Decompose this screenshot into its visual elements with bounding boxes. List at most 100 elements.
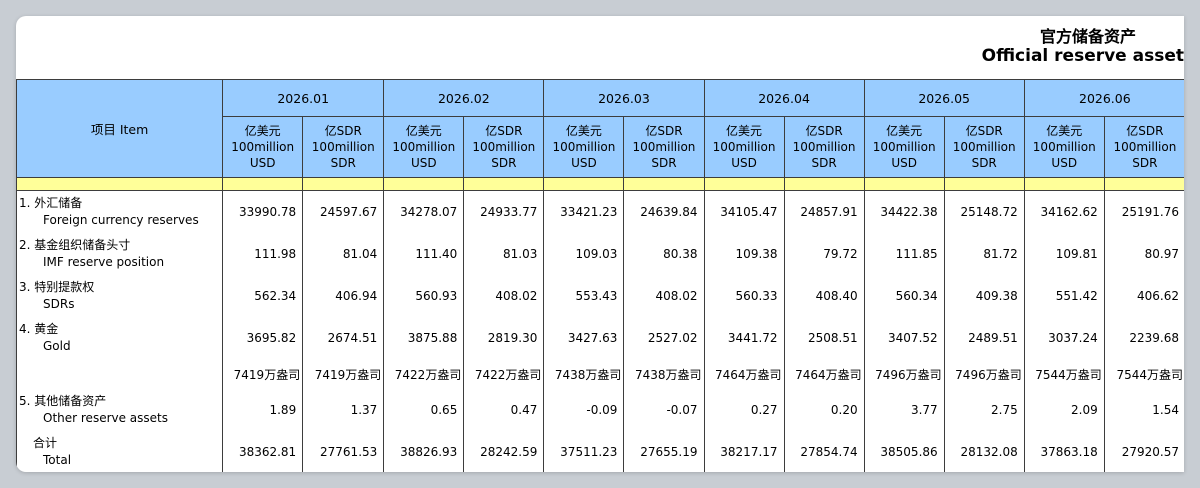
reserve-table: 项目 Item 2026.01 2026.02 2026.03 2026.04 …: [16, 79, 1184, 472]
table-cell: 33421.23: [543, 190, 625, 233]
reserve-sheet: 官方储备资产 Official reserve asset 项目 Item 20…: [16, 16, 1184, 472]
period-header: 2026.04: [703, 79, 865, 117]
item-header: 项目 Item: [16, 79, 224, 178]
unit-usd-header: 亿美元 100million USD: [222, 116, 304, 178]
unit-usd-header: 亿美元 100million USD: [1023, 116, 1105, 178]
unit-usd-header: 亿美元 100million USD: [383, 116, 465, 178]
period-header: 2026.01: [222, 79, 385, 117]
table-cell: 7464万盎司: [703, 359, 785, 389]
title-chinese: 官方储备资产: [1039, 27, 1136, 46]
table-cell: 34162.62: [1023, 190, 1105, 233]
row-label: 5. 其他储备资产 Other reserve assets: [16, 389, 224, 431]
table-cell: 81.04: [302, 233, 385, 275]
row-label: [16, 359, 224, 389]
table-cell: 25191.76: [1103, 190, 1184, 233]
unit-usd-header: 亿美元 100million USD: [703, 116, 785, 178]
table-cell: 2489.51: [943, 317, 1025, 359]
table-cell: 0.65: [383, 389, 465, 431]
separator-band: [16, 177, 1184, 191]
table-cell: 2819.30: [463, 317, 545, 359]
table-row: 2. 基金组织储备头寸 IMF reserve position 111.98 8…: [16, 233, 1184, 275]
table-cell: 1.89: [222, 389, 304, 431]
table-cell: 27761.53: [302, 431, 385, 472]
table-cell: 3427.63: [543, 317, 625, 359]
table-cell: 7544万盎司: [1103, 359, 1184, 389]
table-cell: 24933.77: [463, 190, 545, 233]
table-cell: 562.34: [222, 275, 304, 317]
unit-header-row: 亿美元 100million USD 亿SDR 100million SDR 亿美元 10…: [16, 116, 1184, 178]
table-cell: 24857.91: [783, 190, 865, 233]
unit-sdr-header: 亿SDR 100million SDR: [463, 116, 545, 178]
table-cell: 7496万盎司: [863, 359, 945, 389]
table-cell: 7419万盎司: [302, 359, 385, 389]
total-row: 合计 Total 38362.81 27761.53 38826.93 28242…: [16, 431, 1184, 472]
table-cell: 408.02: [623, 275, 705, 317]
table-cell: 3037.24: [1023, 317, 1105, 359]
period-header: 2026.02: [383, 79, 545, 117]
table-cell: 7422万盎司: [463, 359, 545, 389]
table-row: 5. 其他储备资产 Other reserve assets 1.89 1.37 …: [16, 389, 1184, 431]
row-label: 1. 外汇储备 Foreign currency reserves: [16, 190, 224, 233]
table-cell: 560.34: [863, 275, 945, 317]
table-cell: 81.03: [463, 233, 545, 275]
table-cell: 1.54: [1103, 389, 1184, 431]
table-cell: 7496万盎司: [943, 359, 1025, 389]
table-cell: 0.20: [783, 389, 865, 431]
period-header: 2026.06: [1023, 79, 1184, 117]
table-cell: 111.98: [222, 233, 304, 275]
table-cell: 406.94: [302, 275, 385, 317]
table-cell: 2508.51: [783, 317, 865, 359]
table-cell: -0.07: [623, 389, 705, 431]
table-cell: 24639.84: [623, 190, 705, 233]
gold-volume-row: 7419万盎司 7419万盎司 7422万盎司 7422万盎司 7438万盎司 …: [16, 359, 1184, 389]
table-cell: 28242.59: [463, 431, 545, 472]
row-label: 4. 黄金 Gold: [16, 317, 224, 359]
table-cell: 34278.07: [383, 190, 465, 233]
table-cell: 7438万盎司: [543, 359, 625, 389]
table-cell: 27920.57: [1103, 431, 1184, 472]
table-row: 3. 特别提款权 SDRs 562.34 406.94 560.93 408.02…: [16, 275, 1184, 317]
table-cell: 7422万盎司: [383, 359, 465, 389]
table-row: 4. 黄金 Gold 3695.82 2674.51 3875.88 2819.3…: [16, 317, 1184, 359]
table-cell: 553.43: [543, 275, 625, 317]
unit-sdr-header: 亿SDR 100million SDR: [302, 116, 385, 178]
table-cell: 38826.93: [383, 431, 465, 472]
table-cell: 27655.19: [623, 431, 705, 472]
table-cell: -0.09: [543, 389, 625, 431]
table-cell: 0.47: [463, 389, 545, 431]
unit-sdr-header: 亿SDR 100million SDR: [1103, 116, 1184, 178]
table-cell: 551.42: [1023, 275, 1105, 317]
row-label: 2. 基金组织储备头寸 IMF reserve position: [16, 233, 224, 275]
table-cell: 79.72: [783, 233, 865, 275]
table-cell: 408.40: [783, 275, 865, 317]
table-cell: 7438万盎司: [623, 359, 705, 389]
table-row: 1. 外汇储备 Foreign currency reserves 33990.7…: [16, 190, 1184, 233]
table-cell: 80.38: [623, 233, 705, 275]
row-label: 合计 Total: [16, 431, 224, 472]
table-cell: 2674.51: [302, 317, 385, 359]
table-cell: 111.85: [863, 233, 945, 275]
table-cell: 81.72: [943, 233, 1025, 275]
table-cell: 408.02: [463, 275, 545, 317]
table-cell: 38217.17: [703, 431, 785, 472]
table-cell: 7419万盎司: [222, 359, 304, 389]
period-header: 2026.05: [863, 79, 1025, 117]
table-cell: 28132.08: [943, 431, 1025, 472]
row-label: 3. 特别提款权 SDRs: [16, 275, 224, 317]
table-cell: 38362.81: [222, 431, 304, 472]
table-cell: 2.09: [1023, 389, 1105, 431]
table-cell: 7544万盎司: [1023, 359, 1105, 389]
period-header-row: 项目 Item 2026.01 2026.02 2026.03 2026.04 …: [16, 79, 1184, 178]
unit-sdr-header: 亿SDR 100million SDR: [943, 116, 1025, 178]
table-cell: 560.33: [703, 275, 785, 317]
table-cell: 109.81: [1023, 233, 1105, 275]
table-cell: 2239.68: [1103, 317, 1184, 359]
table-cell: 80.97: [1103, 233, 1184, 275]
table-cell: 37511.23: [543, 431, 625, 472]
table-cell: 24597.67: [302, 190, 385, 233]
table-cell: 38505.86: [863, 431, 945, 472]
table-cell: 2.75: [943, 389, 1025, 431]
table-cell: 406.62: [1103, 275, 1184, 317]
table-cell: 109.03: [543, 233, 625, 275]
table-cell: 37863.18: [1023, 431, 1105, 472]
